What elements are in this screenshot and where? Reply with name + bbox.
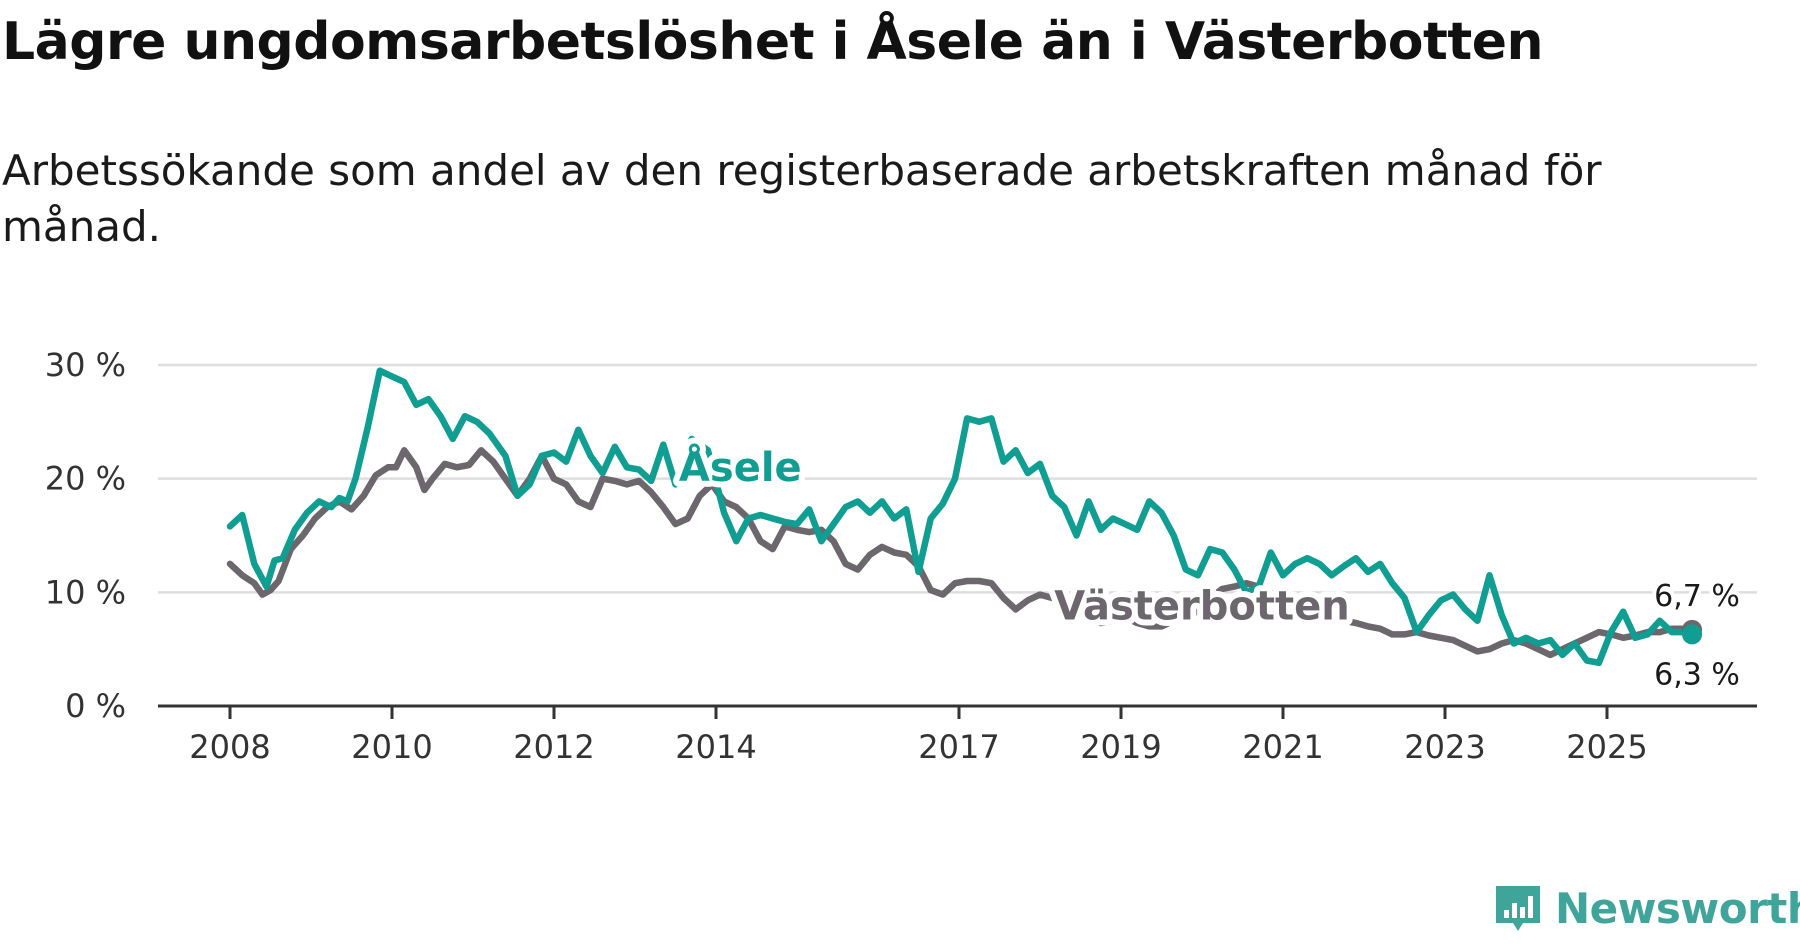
x-tick-label: 2010: [351, 728, 432, 766]
y-tick-label: 10 %: [45, 573, 126, 611]
y-tick-label: 0 %: [65, 687, 126, 725]
end-value-label-vasterbotten: 6,7 %: [1654, 579, 1740, 614]
series-end-marker-asele: [1682, 624, 1703, 645]
x-tick-label: 2021: [1242, 728, 1323, 766]
y-axis-ticks: 0 % 10 % 20 % 30 %: [45, 346, 126, 725]
series-label-vasterbotten: Västerbotten: [1054, 584, 1350, 630]
y-tick-label: 30 %: [45, 346, 126, 384]
x-tick-label: 2025: [1566, 728, 1647, 766]
newsworthy-chart-icon: [1496, 886, 1540, 931]
chart-title: Lägre ungdomsarbetslöshet i Åsele än i V…: [2, 12, 1543, 72]
x-axis-ticks: 2008 2010 2012 2014 2017 2019 2021 2023 2025: [189, 706, 1648, 766]
chart-subtitle: Arbetssökande som andel av den registerb…: [2, 146, 1602, 251]
x-tick-label: 2019: [1080, 728, 1161, 766]
newsworthy-logo: Newsworthy: [1493, 883, 1800, 933]
brand-name: Newsworthy: [1555, 883, 1800, 933]
series-labels: Åsele Västerbotten 6,7 % 6,3 %: [673, 436, 1744, 696]
y-tick-label: 20 %: [45, 460, 126, 498]
series-line-vasterbotten: [226, 447, 1696, 659]
x-tick-label: 2008: [189, 728, 270, 766]
gridlines: [158, 363, 1757, 708]
series-label-asele: Åsele: [679, 442, 802, 491]
series-line-asele: [226, 367, 1696, 667]
x-tick-label: 2012: [513, 728, 594, 766]
series-lines: [226, 367, 1703, 667]
x-tick-label: 2014: [675, 728, 756, 766]
x-tick-label: 2017: [918, 728, 999, 766]
x-tick-label: 2023: [1404, 728, 1485, 766]
end-value-label-asele: 6,3 %: [1654, 657, 1740, 692]
